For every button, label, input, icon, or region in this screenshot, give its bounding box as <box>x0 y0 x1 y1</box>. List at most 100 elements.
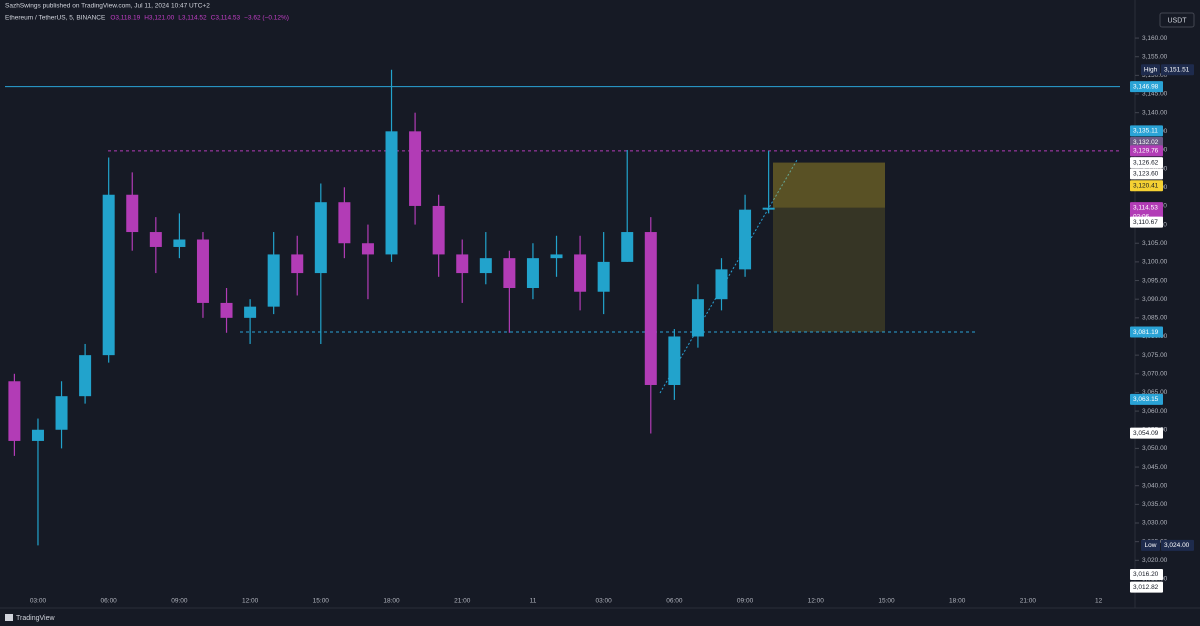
candle-body <box>644 232 657 385</box>
candle-body <box>456 254 469 274</box>
y-tick-label: 3,085.00 <box>1142 315 1168 322</box>
level-label-bg <box>1130 427 1163 439</box>
level-label: 3,151.51 <box>1164 66 1190 73</box>
logo-icon <box>5 614 13 621</box>
candle-body <box>432 205 445 255</box>
candle-body <box>149 232 162 247</box>
level-tag-bg <box>1141 539 1160 551</box>
level-label: 3,146.98 <box>1133 83 1159 90</box>
currency-box <box>1159 12 1195 28</box>
candle-body <box>597 261 610 292</box>
ohlc-value: L3,114.52 <box>178 15 207 22</box>
candle-body <box>574 254 587 292</box>
level-label: 3,012.82 <box>1133 584 1159 591</box>
level-label-bg <box>1130 393 1163 405</box>
candle-body <box>762 207 775 210</box>
x-tick-label: 15:00 <box>878 598 895 605</box>
candle-body <box>691 299 704 337</box>
x-tick-label: 15:00 <box>313 598 330 605</box>
level-label-bg <box>1130 136 1163 148</box>
level-tag-bg <box>1141 64 1160 76</box>
level-label: 3,081.19 <box>1133 329 1159 336</box>
level-label: 3,123.60 <box>1133 171 1159 178</box>
trend-line <box>659 159 798 394</box>
level-label: 3,135.11 <box>1133 128 1158 135</box>
candle-body <box>479 258 492 274</box>
y-tick-label: 3,070.00 <box>1142 371 1168 378</box>
level-label-bg <box>1130 568 1163 580</box>
candle-body <box>739 209 752 270</box>
candle-body <box>126 194 139 233</box>
level-label: 3,126.62 <box>1133 159 1159 166</box>
y-tick-label: 3,030.00 <box>1142 520 1168 527</box>
level-label: 3,114.53 <box>1133 204 1158 211</box>
level-label: 3,063.15 <box>1133 396 1159 403</box>
x-tick-label: 03:00 <box>596 598 613 605</box>
level-tag: High <box>1144 66 1158 73</box>
level-label: 3,129.76 <box>1133 148 1159 155</box>
x-tick-label: 12 <box>1095 598 1103 605</box>
y-tick-label: 3,140.00 <box>1142 109 1168 116</box>
ohlc-value: C3,114.53 <box>211 15 241 22</box>
level-label: 3,110.67 <box>1133 219 1158 226</box>
level-tag: Low <box>1145 542 1157 549</box>
ohlc-value: −3.62 (−0.12%) <box>244 15 289 22</box>
y-tick-label: 3,105.00 <box>1142 240 1168 247</box>
level-label: 3,132.02 <box>1133 139 1159 146</box>
level-label-bg <box>1130 168 1163 180</box>
level-label-bg <box>1130 81 1163 93</box>
x-tick-label: 18:00 <box>949 598 966 605</box>
x-tick-label: 12:00 <box>808 598 825 605</box>
candle-body <box>291 254 304 274</box>
y-tick-label: 3,075.00 <box>1142 352 1168 359</box>
footer-logo: TradingView <box>16 615 55 622</box>
level-label-bg <box>1130 125 1163 137</box>
x-tick-label: 21:00 <box>1020 598 1037 605</box>
level-label-bg <box>1161 64 1194 76</box>
candle-body <box>668 336 681 385</box>
candle-body <box>8 381 21 441</box>
x-tick-label: 09:00 <box>171 598 188 605</box>
y-tick-label: 3,020.00 <box>1142 557 1168 564</box>
y-tick-label: 3,045.00 <box>1142 464 1168 471</box>
candle-body <box>338 202 351 244</box>
x-tick-label: 11 <box>530 598 537 605</box>
y-tick-label: 3,100.00 <box>1142 259 1168 266</box>
candle-body <box>385 131 398 255</box>
candle-body <box>361 243 374 255</box>
candle-body <box>196 239 209 303</box>
candle-body <box>621 232 634 262</box>
candle-body <box>314 202 327 274</box>
level-label: 3,054.09 <box>1133 430 1159 437</box>
y-tick-label: 3,160.00 <box>1142 35 1168 42</box>
candle-body <box>173 239 186 247</box>
position-risk <box>773 162 885 208</box>
x-tick-label: 06:00 <box>101 598 118 605</box>
level-label-bg <box>1130 145 1163 157</box>
y-tick-label: 3,145.00 <box>1142 91 1168 98</box>
symbol: Ethereum / TetherUS, 5, BINANCE <box>5 15 106 22</box>
candle-body <box>79 355 92 397</box>
ohlc-value: O3,118.19 <box>110 15 140 22</box>
y-tick-label: 3,060.00 <box>1142 408 1168 415</box>
y-tick-label: 3,065.00 <box>1142 389 1168 396</box>
y-tick-label: 3,035.00 <box>1142 501 1168 508</box>
candle-body <box>102 194 115 356</box>
x-tick-label: 06:00 <box>666 598 683 605</box>
level-label-bg <box>1161 539 1194 551</box>
candle-body <box>55 396 68 430</box>
publisher: SazhSwings published on TradingView.com,… <box>5 3 210 10</box>
level-label-bg <box>1130 180 1163 192</box>
y-tick-label: 3,090.00 <box>1142 296 1168 303</box>
level-label-bg <box>1130 326 1163 338</box>
candle-body <box>715 269 728 300</box>
candle-body <box>503 258 516 288</box>
ohlc-value: H3,121.00 <box>144 15 174 22</box>
x-tick-label: 12:00 <box>242 598 259 605</box>
candle-body <box>409 131 422 206</box>
currency: USDT <box>1167 17 1187 24</box>
candle-body <box>220 302 233 318</box>
level-label: 3,120.41 <box>1133 182 1159 189</box>
